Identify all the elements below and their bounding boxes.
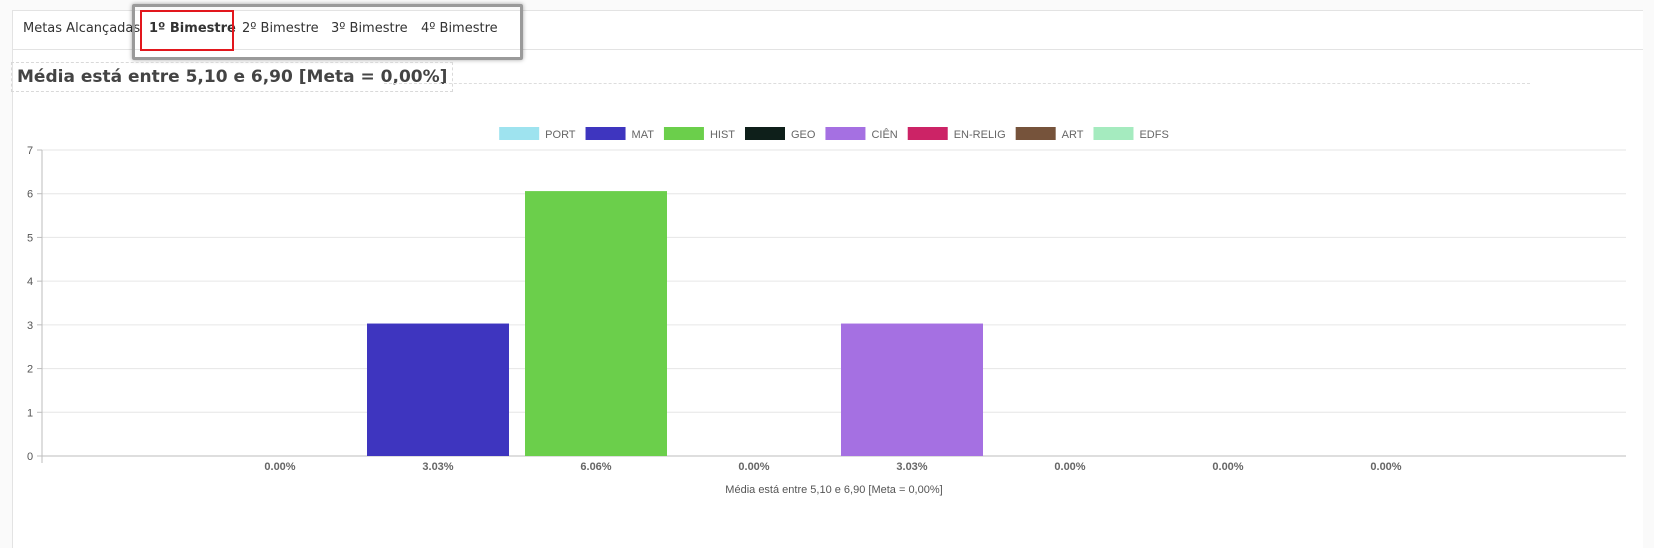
legend-swatch-port [499, 127, 540, 140]
legend-swatch-edfs [1093, 127, 1134, 140]
legend-label: MAT [632, 129, 655, 141]
legend-label: EN-RELIG [954, 129, 1006, 141]
legend-label: HIST [710, 129, 735, 141]
bar-mat [367, 323, 509, 456]
legend-label: CIÊN [871, 128, 897, 141]
legend-label: ART [1062, 129, 1084, 141]
legend-label: GEO [791, 129, 816, 141]
y-tick-label: 3 [27, 320, 33, 332]
y-tick-label: 2 [27, 364, 33, 376]
bar-ciên [841, 323, 983, 456]
y-tick-label: 1 [27, 407, 33, 419]
tab-metas-alcancadas[interactable]: Metas Alcançadas [23, 21, 141, 36]
bar-value-label: 6.06% [580, 461, 611, 473]
bar-value-label: 3.03% [896, 461, 927, 473]
y-tick-label: 5 [27, 232, 33, 244]
legend-label: EDFS [1139, 129, 1168, 141]
chart-title: Média está entre 5,10 e 6,90 [Meta = 0,0… [11, 62, 454, 92]
bar-value-label: 3.03% [422, 461, 453, 473]
bar-value-label: 0.00% [1212, 461, 1243, 473]
legend-label: PORT [545, 129, 576, 141]
legend-swatch-ciên [825, 127, 866, 140]
title-divider [384, 83, 1530, 84]
tab-2-bimestre[interactable]: 2º Bimestre [242, 21, 319, 36]
legend-swatch-mat [585, 127, 626, 140]
legend-swatch-geo [744, 127, 785, 140]
bar-value-label: 0.00% [1054, 461, 1085, 473]
bar-value-label: 0.00% [264, 461, 295, 473]
legend-swatch-en-relig [907, 127, 948, 140]
x-axis-label: Média está entre 5,10 e 6,90 [Meta = 0,0… [725, 484, 942, 496]
legend-swatch-art [1015, 127, 1056, 140]
bar-hist [525, 191, 667, 456]
legend-swatch-hist [663, 127, 704, 140]
tab-3-bimestre[interactable]: 3º Bimestre [331, 21, 408, 36]
y-tick-label: 0 [27, 451, 33, 463]
bar-value-label: 0.00% [1370, 461, 1401, 473]
y-tick-label: 6 [27, 189, 33, 201]
y-tick-label: 4 [27, 276, 33, 288]
tab-1-bimestre[interactable]: 1º Bimestre [149, 21, 236, 36]
y-tick-label: 7 [27, 145, 33, 157]
bar-value-label: 0.00% [738, 461, 769, 473]
tab-4-bimestre[interactable]: 4º Bimestre [421, 21, 498, 36]
